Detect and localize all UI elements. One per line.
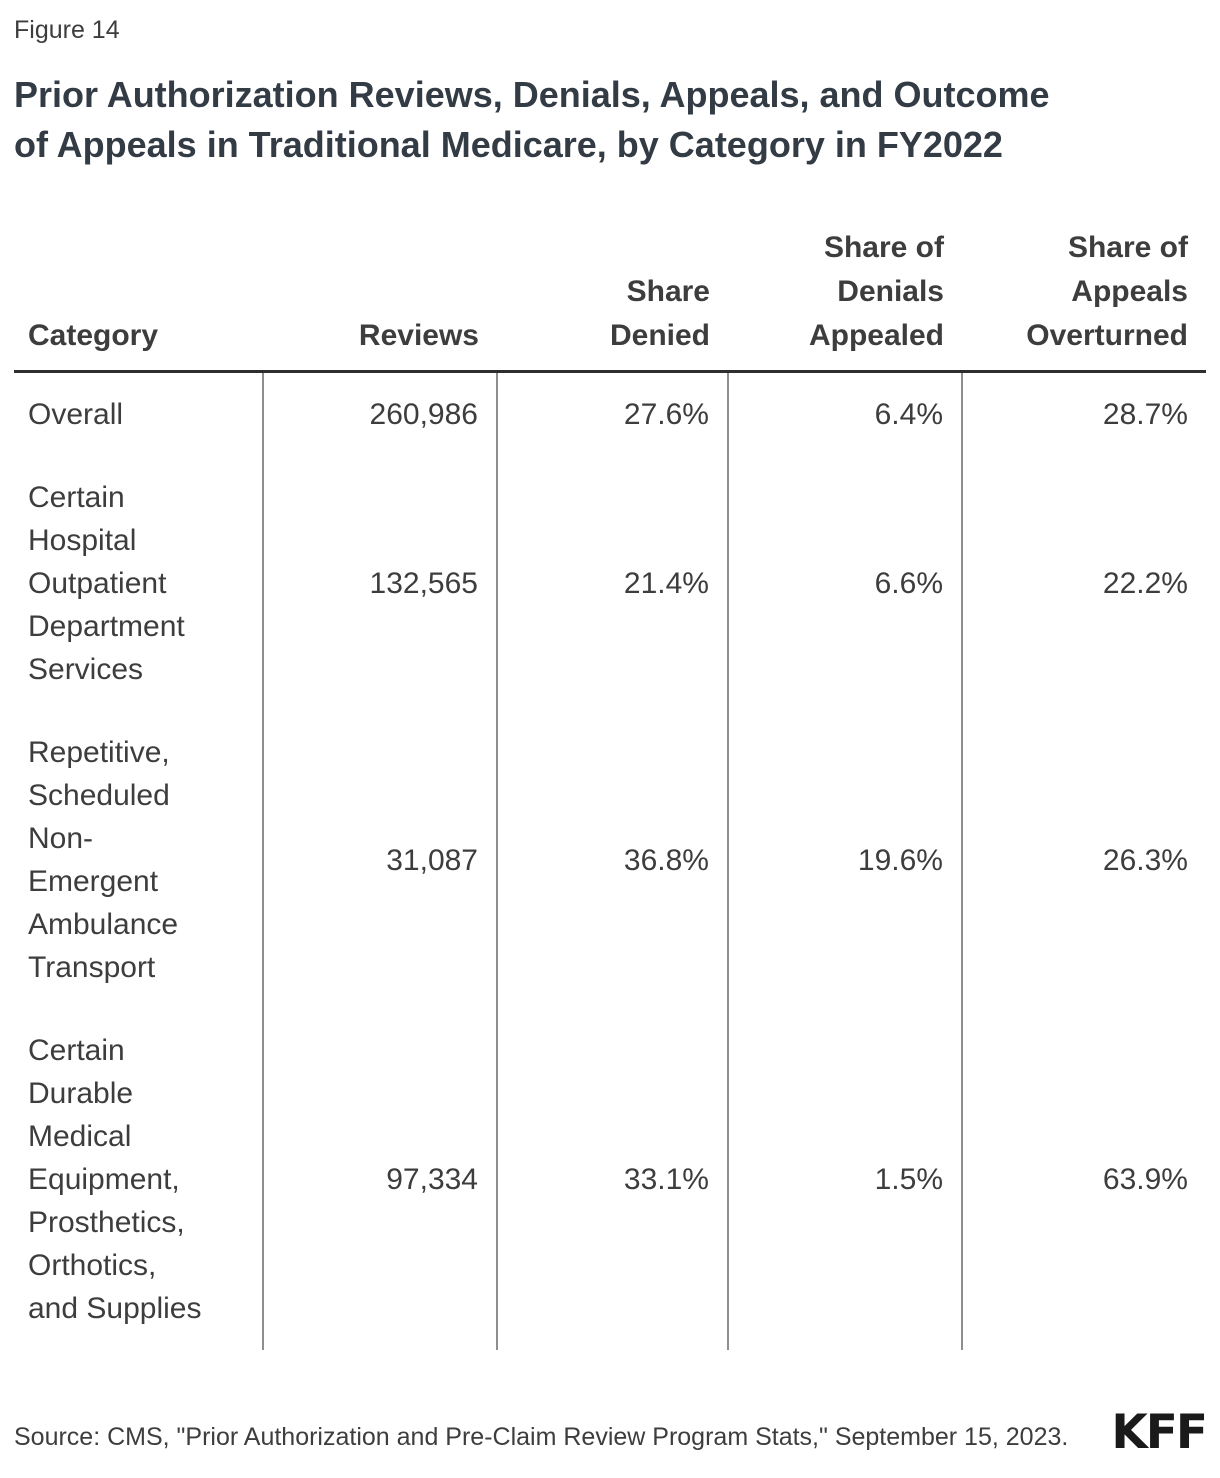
cell-share-denied: 36.8% (496, 711, 728, 1009)
cell-share-denials-appealed: 6.6% (727, 456, 962, 711)
cell-reviews: 260,986 (262, 371, 497, 456)
table-header-row: Category Reviews Share Denied Share of D… (14, 226, 1206, 373)
cell-share-denied: 21.4% (496, 456, 728, 711)
source-attribution: Source: CMS, "Prior Authorization and Pr… (14, 1423, 1069, 1451)
cell-share-denials-appealed: 6.4% (727, 371, 962, 456)
cell-share-appeals-overturned: 63.9% (961, 1009, 1206, 1350)
cell-category: Certain Durable Medical Equipment, Prost… (28, 1034, 202, 1325)
column-header-share-denied: Share Denied (497, 226, 728, 373)
kff-logo: KFF (1111, 1405, 1208, 1460)
cell-category: Overall (28, 398, 124, 431)
prior-authorization-table: Category Reviews Share Denied Share of D… (14, 226, 1206, 1350)
column-header-reviews: Reviews (263, 226, 497, 373)
table-row: Certain Durable Medical Equipment, Prost… (14, 1009, 1206, 1350)
cell-category: Repetitive, Scheduled Non- Emergent Ambu… (28, 736, 179, 984)
cell-share-appeals-overturned: 22.2% (961, 456, 1206, 711)
table-row: Certain Hospital Outpatient Department S… (14, 456, 1206, 711)
cell-share-denials-appealed: 1.5% (727, 1009, 962, 1350)
cell-share-appeals-overturned: 28.7% (961, 371, 1206, 456)
cell-category: Certain Hospital Outpatient Department S… (28, 481, 185, 686)
cell-reviews: 31,087 (262, 711, 497, 1009)
figure-label: Figure 14 (14, 16, 120, 44)
table-row: Repetitive, Scheduled Non- Emergent Ambu… (14, 711, 1206, 1009)
cell-reviews: 97,334 (262, 1009, 497, 1350)
cell-share-denied: 27.6% (496, 371, 728, 456)
cell-share-appeals-overturned: 26.3% (961, 711, 1206, 1009)
column-header-share-denials-appealed: Share of Denials Appealed (728, 226, 962, 373)
cell-reviews: 132,565 (262, 456, 497, 711)
page-title: Prior Authorization Reviews, Denials, Ap… (14, 74, 1050, 165)
column-header-category: Category (14, 226, 263, 373)
table-row: Overall 260,986 27.6% 6.4% 28.7% (14, 371, 1206, 456)
cell-share-denials-appealed: 19.6% (727, 711, 962, 1009)
cell-share-denied: 33.1% (496, 1009, 728, 1350)
footer: Source: CMS, "Prior Authorization and Pr… (14, 1405, 1208, 1460)
column-header-share-appeals-overturned: Share of Appeals Overturned (962, 226, 1206, 373)
